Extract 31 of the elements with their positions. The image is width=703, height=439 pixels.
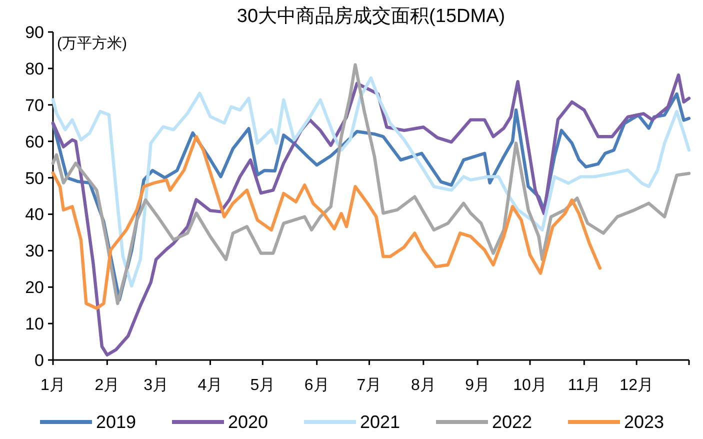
x-tick-label: 1月 <box>40 377 66 394</box>
x-tick-label: 4月 <box>198 377 223 394</box>
x-tick-label: 7月 <box>356 377 382 394</box>
x-tick-label: 6月 <box>304 377 330 394</box>
x-tick-label: 9月 <box>465 377 490 394</box>
y-tick-label: 30 <box>25 242 44 261</box>
y-tick-label: 90 <box>25 23 44 42</box>
x-tick-label: 11月 <box>568 377 600 394</box>
legend-label: 2023 <box>624 412 664 432</box>
y-tick-label: 20 <box>25 278 44 298</box>
line-series <box>51 73 691 356</box>
y-tick-label: 70 <box>25 96 44 115</box>
y-tick-label: 10 <box>25 314 44 334</box>
legend-label: 2020 <box>228 412 268 432</box>
legend-label: 2021 <box>360 412 400 432</box>
y-tick-label: 80 <box>25 59 44 78</box>
y-tick-label: 0 <box>34 351 44 370</box>
y-tick-label: 60 <box>25 132 44 152</box>
x-tick-label: 3月 <box>144 377 169 394</box>
x-tick-label: 10月 <box>513 377 547 394</box>
y-axis-title: (万平方米) <box>57 35 127 52</box>
legend-label: 2022 <box>492 412 532 432</box>
x-tick-label: 2月 <box>94 377 120 394</box>
y-tick-label: 40 <box>25 205 44 224</box>
legend-label: 2019 <box>96 412 136 432</box>
line-series <box>51 135 602 310</box>
chart-title: 30大中商品房成交面积(15DMA) <box>236 5 506 27</box>
y-tick-label: 50 <box>25 168 44 188</box>
x-tick-label: 5月 <box>250 377 276 394</box>
x-tick-label: 8月 <box>410 377 436 394</box>
x-tick-label: 12月 <box>620 377 654 394</box>
